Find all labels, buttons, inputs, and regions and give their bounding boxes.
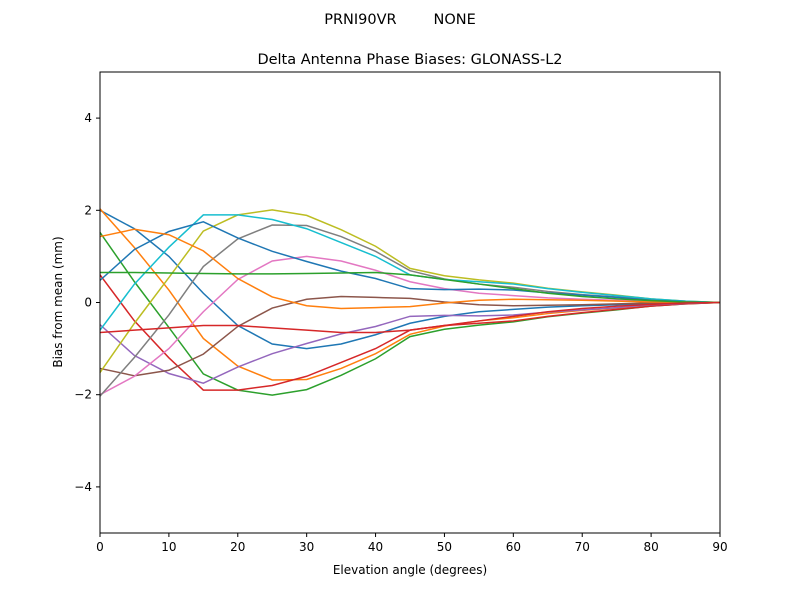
series-lines	[99, 208, 721, 397]
plot-frame	[99, 71, 721, 534]
x-tick-label: 50	[437, 540, 452, 554]
series-line-4	[99, 301, 721, 384]
y-tick-label: −4	[74, 480, 92, 494]
x-tick-label: 30	[299, 540, 314, 554]
series-line-12	[100, 271, 721, 304]
y-tick-label: 0	[84, 296, 92, 310]
series-line-3	[99, 274, 721, 391]
series-line-5	[99, 295, 721, 377]
y-axis-label: Bias from mean (mm)	[51, 236, 65, 367]
x-tick-label: 0	[96, 540, 104, 554]
x-axis: 0 10 20 30 40 50 60 70 80 90	[96, 533, 728, 554]
series-line-11	[99, 228, 721, 310]
series-line-13	[99, 301, 721, 334]
y-axis: −4 −2 0 2 4	[74, 111, 100, 494]
chart-suptitle: PRNI90VR NONE	[324, 12, 476, 28]
x-tick-label: 40	[368, 540, 383, 554]
y-tick-label: 2	[84, 203, 92, 217]
series-line-7	[99, 224, 721, 397]
series-line-9	[99, 214, 721, 331]
chart-title: Delta Antenna Phase Biases: GLONASS-L2	[257, 52, 562, 68]
series-line-10	[99, 221, 721, 304]
x-tick-label: 90	[712, 540, 727, 554]
x-tick-label: 60	[506, 540, 521, 554]
x-axis-label: Elevation angle (degrees)	[333, 563, 487, 577]
series-line-6	[99, 255, 721, 396]
y-tick-label: −2	[74, 388, 92, 402]
y-tick-label: 4	[84, 111, 92, 125]
x-tick-label: 10	[161, 540, 176, 554]
x-tick-label: 70	[575, 540, 590, 554]
series-line-1	[99, 208, 721, 381]
series-line-0	[99, 209, 721, 350]
series-line-8	[99, 209, 721, 374]
x-tick-label: 20	[230, 540, 245, 554]
x-tick-label: 80	[643, 540, 658, 554]
series-line-2	[99, 231, 721, 396]
